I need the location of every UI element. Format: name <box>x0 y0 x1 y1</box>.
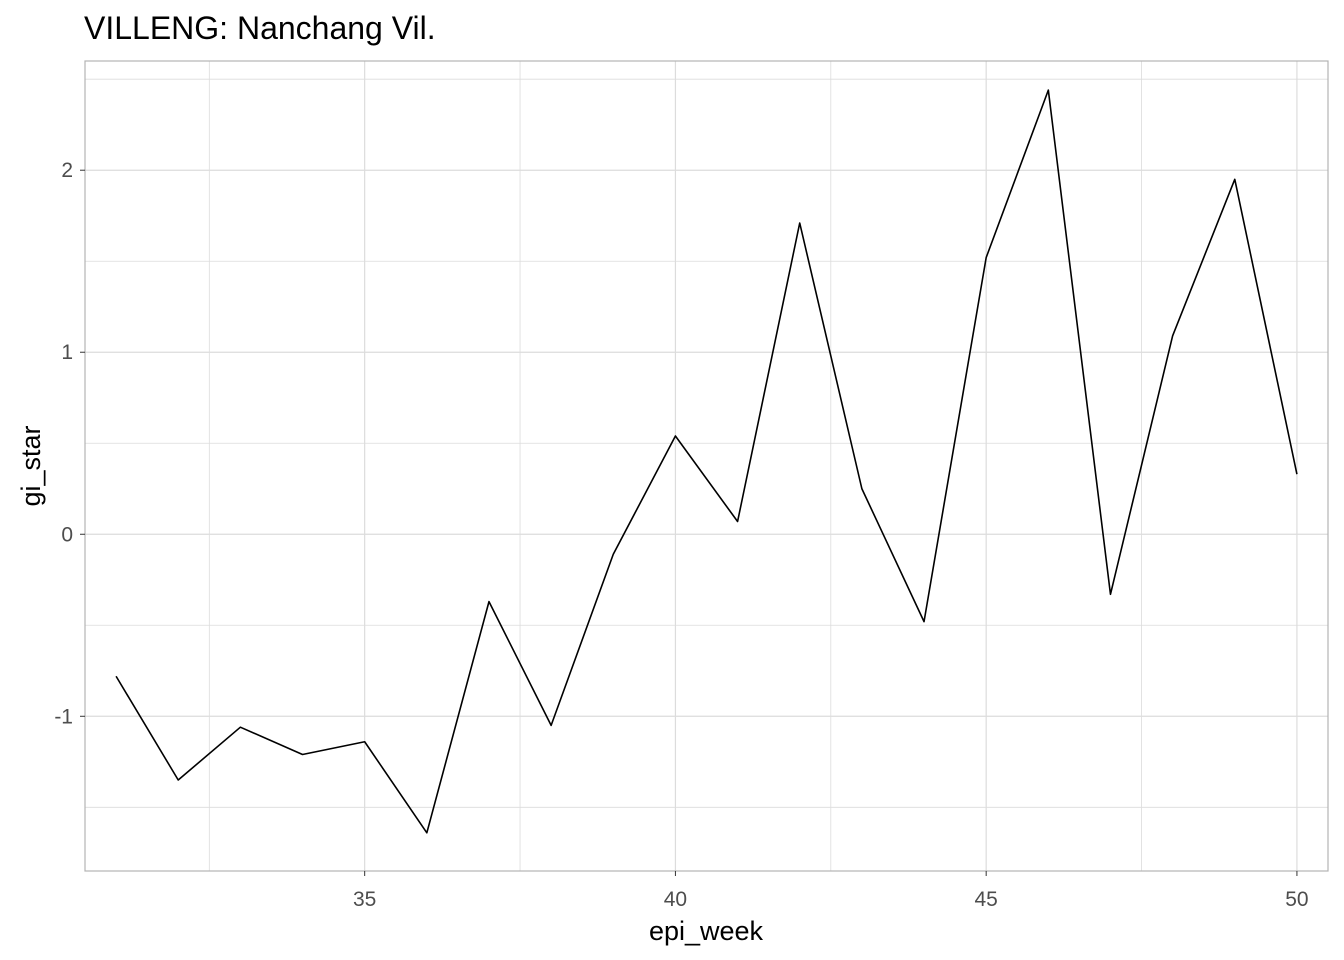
y-tick-label: 2 <box>61 159 73 182</box>
y-tick-label: 0 <box>61 523 73 546</box>
major-gridlines <box>85 61 1328 871</box>
panel-border <box>84 60 1329 872</box>
y-axis-title: gi_star <box>16 425 46 506</box>
y-axis-ticks: -1 0 1 2 <box>54 159 85 728</box>
chart-title: VILLENG: Nanchang Vil. <box>84 10 436 46</box>
series-line <box>115 89 1298 834</box>
x-axis-ticks: 35 40 45 50 <box>353 871 1309 911</box>
y-tick-label: -1 <box>54 705 73 728</box>
minor-gridlines <box>85 61 1328 871</box>
x-tick-label: 40 <box>664 888 687 911</box>
series-layer <box>115 89 1298 834</box>
x-axis-title: epi_week <box>649 916 764 946</box>
y-tick-label: 1 <box>61 341 73 364</box>
x-tick-label: 35 <box>353 888 376 911</box>
x-tick-label: 50 <box>1285 888 1308 911</box>
x-tick-label: 45 <box>974 888 997 911</box>
